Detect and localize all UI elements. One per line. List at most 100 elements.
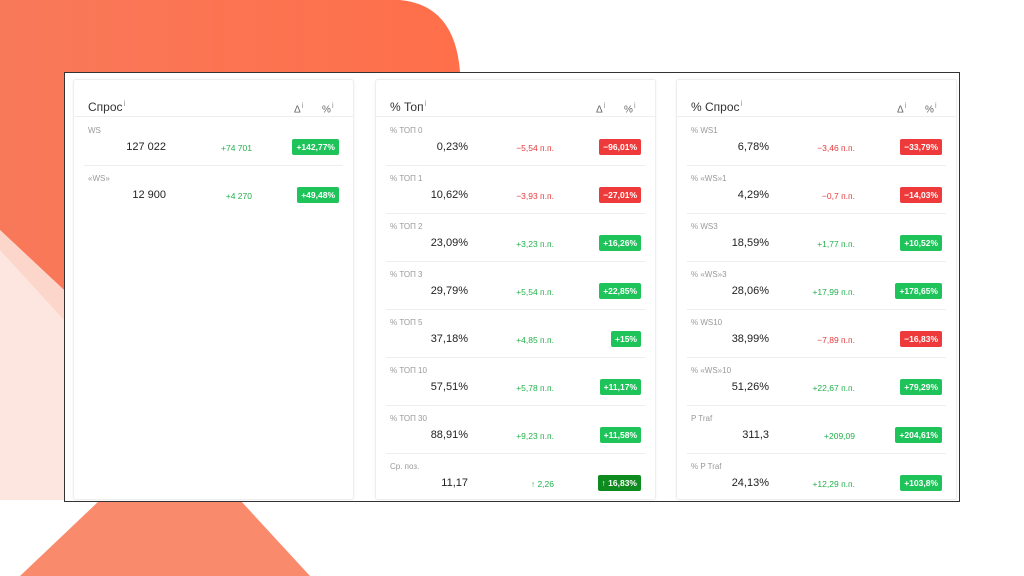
info-icon[interactable]: i [424, 99, 427, 108]
row-delta: +3,23 п.п. [516, 239, 554, 249]
row-delta: +9,23 п.п. [516, 431, 554, 441]
row-delta: +17,99 п.п. [812, 287, 855, 297]
header-text: % [925, 104, 934, 116]
divider [687, 165, 946, 166]
row-badge: +16,26% [599, 235, 641, 251]
row-badge: +142,77% [292, 139, 339, 155]
pct-header: %i [925, 101, 937, 115]
panel-title: % Топi [390, 99, 426, 114]
divider [84, 165, 343, 166]
row-value: 38,99% [731, 333, 769, 345]
info-icon[interactable]: i [301, 101, 304, 110]
divider [687, 213, 946, 214]
row-label: P Traf [691, 414, 713, 423]
row-label: % WS10 [691, 318, 723, 327]
row-value: 57,51% [430, 381, 468, 393]
row-badge: ↑ 16,83% [597, 475, 641, 491]
divider [74, 116, 353, 117]
row-value: 18,59% [731, 237, 769, 249]
row-label: % P Traf [691, 462, 722, 471]
row-label: % WS1 [691, 126, 718, 135]
delta-header: Δi [294, 101, 303, 115]
panel: Спросi Δi %i WS 127 022 +74 701 +142,77% «WS» 12… [73, 79, 354, 500]
row-delta: −3,46 п.п. [817, 143, 855, 153]
row-delta: +4 270 [225, 191, 252, 201]
row-delta: +5,78 п.п. [516, 383, 554, 393]
header-text: Δ [897, 104, 904, 116]
row-delta: +5,54 п.п. [516, 287, 554, 297]
row-value: 11,17 [441, 477, 468, 489]
info-icon[interactable]: i [633, 101, 636, 110]
row-value: 23,09% [430, 237, 468, 249]
row-value: 10,62% [430, 189, 468, 201]
divider [687, 453, 946, 454]
panel: % Топi Δi %i% ТОП 0 0,23% −5,54 п.п. −96,01%%… [375, 79, 656, 500]
row-badge: +79,29% [900, 379, 942, 395]
info-icon[interactable]: i [934, 101, 937, 110]
decor-shape [0, 250, 64, 500]
info-icon[interactable]: i [123, 99, 126, 108]
row-delta: +1,77 п.п. [817, 239, 855, 249]
dashboard: Спросi Δi %i WS 127 022 +74 701 +142,77% «WS» 12… [64, 72, 960, 502]
divider [386, 165, 645, 166]
title-text: Спрос [88, 100, 123, 114]
row-badge: +11,17% [599, 379, 641, 395]
row-label: «WS» [88, 174, 110, 183]
row-value: 51,26% [731, 381, 769, 393]
header-text: % [322, 104, 331, 116]
header-text: % [624, 104, 633, 116]
row-value: 311,3 [742, 429, 769, 441]
divider [386, 261, 645, 262]
row-value: 88,91% [430, 429, 468, 441]
delta-header: Δi [596, 101, 605, 115]
row-value: 12 900 [132, 189, 166, 201]
panel-title: % Спросi [691, 99, 742, 114]
row-delta: +12,29 п.п. [812, 479, 855, 489]
row-label: % ТОП 5 [390, 318, 423, 327]
row-delta: ↑ 2,26 [530, 479, 554, 489]
row-label: % «WS»10 [691, 366, 732, 375]
row-badge: +49,48% [297, 187, 339, 203]
row-badge: −33,79% [900, 139, 942, 155]
row-delta: +74 701 [221, 143, 252, 153]
row-label: % «WS»1 [691, 174, 727, 183]
row-badge: +178,65% [895, 283, 942, 299]
title-text: % Спрос [691, 100, 740, 114]
row-label: Ср. поз. [390, 462, 420, 471]
row-label: % «WS»3 [691, 270, 727, 279]
row-value: 4,29% [737, 189, 769, 201]
divider [386, 309, 645, 310]
row-badge: +103,8% [900, 475, 942, 491]
info-icon[interactable]: i [740, 99, 743, 108]
info-icon[interactable]: i [331, 101, 334, 110]
divider [677, 116, 956, 117]
row-label: WS [88, 126, 101, 135]
pct-header: %i [624, 101, 636, 115]
row-badge: +22,85% [599, 283, 641, 299]
row-badge: −16,83% [900, 331, 942, 347]
decor-shape [20, 500, 310, 576]
divider [687, 309, 946, 310]
row-label: % ТОП 2 [390, 222, 423, 231]
info-icon[interactable]: i [603, 101, 606, 110]
row-badge: −14,03% [900, 187, 942, 203]
row-badge: +15% [611, 331, 641, 347]
delta-header: Δi [897, 101, 906, 115]
divider [687, 405, 946, 406]
header-text: Δ [596, 104, 603, 116]
row-delta: +22,67 п.п. [812, 383, 855, 393]
row-badge: −27,01% [599, 187, 641, 203]
row-delta: −3,93 п.п. [516, 191, 554, 201]
row-badge: +204,61% [895, 427, 942, 443]
row-label: % ТОП 30 [390, 414, 427, 423]
row-label: % ТОП 10 [390, 366, 427, 375]
row-delta: −0,7 п.п. [821, 191, 855, 201]
info-icon[interactable]: i [904, 101, 907, 110]
title-text: % Топ [390, 100, 424, 114]
panel-title: Спросi [88, 99, 125, 114]
divider [376, 116, 655, 117]
divider [386, 357, 645, 358]
row-value: 29,79% [430, 285, 468, 297]
row-badge: +10,52% [900, 235, 942, 251]
